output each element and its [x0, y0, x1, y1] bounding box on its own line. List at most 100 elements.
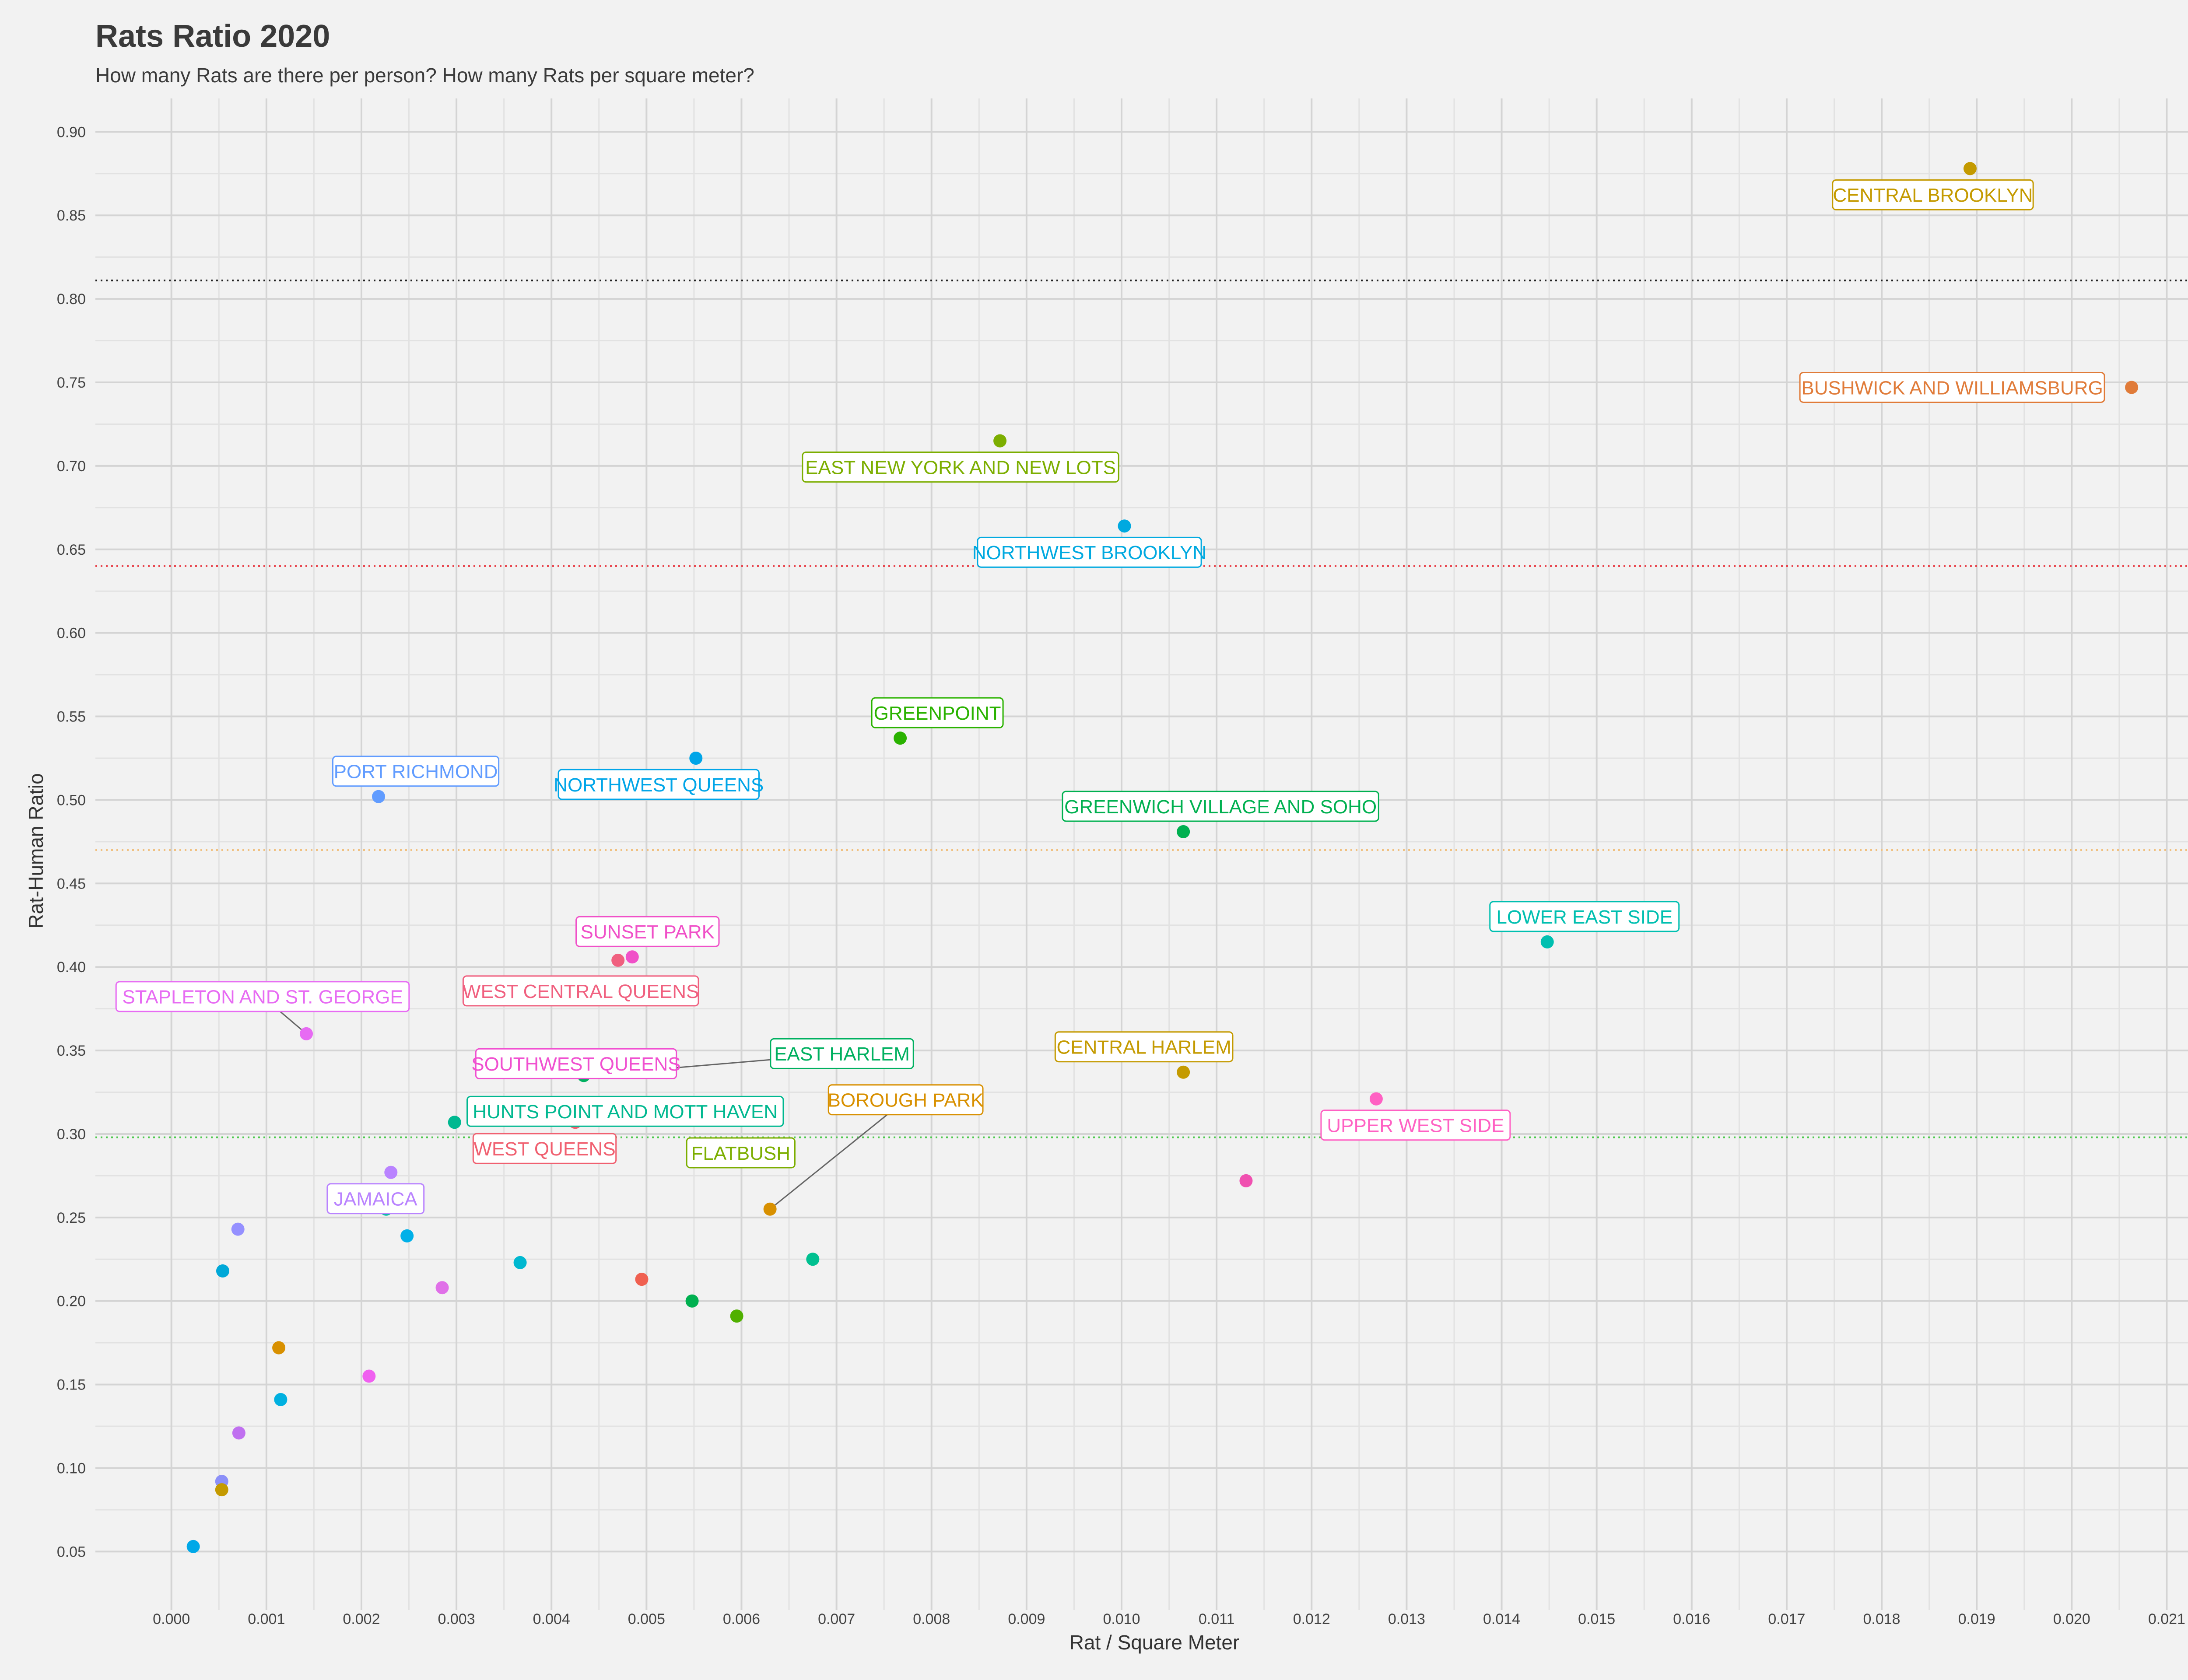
point-label: SOUTHWEST QUEENS [471, 1048, 681, 1079]
scatter-point [231, 1222, 245, 1236]
x-tick-label: 0.012 [1293, 1611, 1330, 1628]
scatter-point [993, 434, 1007, 448]
point-label: CENTRAL HARLEM [1054, 1031, 1234, 1063]
x-tick-label: 0.008 [913, 1611, 950, 1628]
x-tick-label: 0.010 [1103, 1611, 1140, 1628]
scatter-point [274, 1393, 288, 1406]
point-label-text: STAPLETON AND ST. GEORGE [122, 987, 403, 1008]
point-label-box [770, 1038, 914, 1069]
point-label-box [115, 981, 410, 1012]
x-tick-label: 0.013 [1388, 1611, 1425, 1628]
x-tick-label: 0.007 [818, 1611, 855, 1628]
point-label-text: BUSHWICK AND WILLIAMSBURG [1801, 377, 2103, 399]
x-tick-label: 0.003 [438, 1611, 475, 1628]
point-label-box [1062, 791, 1379, 822]
y-tick-label: 0.35 [57, 1043, 86, 1059]
scatter-point [435, 1281, 449, 1295]
point-label: WEST CENTRAL QUEENS [462, 975, 699, 1007]
y-tick-label: 0.25 [57, 1210, 86, 1226]
scatter-point [689, 751, 703, 765]
scatter-point [1540, 935, 1554, 948]
point-label-box [1054, 1031, 1234, 1063]
y-tick-label: 0.30 [57, 1126, 86, 1143]
scatter-point [372, 790, 386, 803]
point-label-text: UPPER WEST SIDE [1327, 1115, 1504, 1137]
point-label-text: CENTRAL HARLEM [1056, 1037, 1231, 1058]
y-tick-label: 0.40 [57, 959, 86, 976]
point-label: GREENWICH VILLAGE AND SOHO [1062, 791, 1379, 822]
x-tick-label: 0.001 [248, 1611, 285, 1628]
y-tick-label: 0.75 [57, 374, 86, 391]
point-label-text: FLATBUSH [691, 1143, 790, 1164]
x-tick-label: 0.020 [2053, 1611, 2090, 1628]
y-tick-label: 0.65 [57, 542, 86, 558]
chart-subtitle: How many Rats are there per person? How … [95, 64, 754, 87]
point-label-text: PORT RICHMOND [334, 761, 498, 783]
point-label: JAMAICA [326, 1183, 425, 1214]
x-tick-label: 0.006 [723, 1611, 760, 1628]
x-tick-label: 0.019 [1958, 1611, 1995, 1628]
x-tick-label: 0.009 [1008, 1611, 1045, 1628]
point-labels: CENTRAL BROOKLYN BUSHWICK AND WILLIAMSBUR… [115, 179, 2105, 1214]
point-label-text: CENTRAL BROOKLYN [1833, 185, 2033, 206]
y-tick-label: 0.45 [57, 875, 86, 892]
scatter-point [894, 732, 907, 745]
point-label: HUNTS POINT AND MOTT HAVEN [466, 1096, 784, 1127]
scatter-point [362, 1369, 376, 1383]
y-tick-label: 0.05 [57, 1544, 86, 1560]
x-tick-label: 0.017 [1768, 1611, 1805, 1628]
y-axis-title: Rat-Human Ratio [25, 773, 47, 928]
y-tick-label: 0.85 [57, 207, 86, 224]
point-label-box [1799, 371, 2105, 403]
y-tick-label: 0.10 [57, 1460, 86, 1477]
scatter-point [1963, 162, 1977, 175]
scatter-point [272, 1341, 286, 1354]
scatter-point [400, 1229, 414, 1242]
point-label-box [326, 1183, 425, 1214]
y-tick-label: 0.60 [57, 625, 86, 642]
x-tick-label: 0.004 [533, 1611, 570, 1628]
label-leader [769, 1099, 906, 1210]
scatter-point [806, 1253, 820, 1266]
grid-lines [95, 98, 2188, 1610]
scatter-point [635, 1273, 649, 1286]
x-tick-label: 0.021 [2148, 1611, 2185, 1628]
y-tick-label: 0.15 [57, 1377, 86, 1393]
axis-ticks: 0.000 0.001 0.002 0.003 0.004 0.005 0.006 0.007… [57, 124, 2185, 1628]
scatter-point [611, 953, 625, 967]
point-label: NORTHWEST BROOKLYN [972, 536, 1206, 568]
point-label-text: WEST CENTRAL QUEENS [463, 981, 699, 1002]
y-tick-label: 0.80 [57, 291, 86, 308]
point-label: WEST QUEENS [472, 1133, 617, 1164]
point-label: UPPER WEST SIDE [1320, 1110, 1511, 1141]
scatter-point [300, 1027, 313, 1040]
data-points [186, 162, 2139, 1553]
scatter-point [625, 950, 639, 964]
point-label-text: NORTHWEST QUEENS [554, 774, 764, 796]
x-tick-label: 0.011 [1199, 1611, 1235, 1628]
point-label-box [475, 1048, 677, 1079]
point-label-text: WEST QUEENS [473, 1138, 615, 1160]
point-label-box [977, 536, 1202, 568]
reference-lines [95, 280, 2188, 1138]
scatter-point [730, 1309, 743, 1323]
x-tick-label: 0.014 [1483, 1611, 1520, 1628]
x-tick-label: 0.018 [1863, 1611, 1900, 1628]
scatter-point [1239, 1174, 1253, 1187]
point-label: SUNSET PARK [575, 916, 720, 947]
point-label-box [828, 1084, 984, 1116]
scatter-point [1177, 1065, 1190, 1079]
point-label-text: LOWER EAST SIDE [1496, 906, 1673, 928]
point-label-text: JAMAICA [334, 1189, 417, 1210]
scatter-point [216, 1264, 229, 1278]
point-label-box [871, 697, 1004, 728]
x-tick-label: 0.002 [343, 1611, 380, 1628]
y-tick-label: 0.70 [57, 458, 86, 475]
chart-title: Rats Ratio 2020 [95, 19, 330, 54]
scatter-point [1369, 1092, 1383, 1106]
point-label-box [802, 452, 1119, 483]
point-label-text: GREENPOINT [874, 703, 1001, 724]
scatter-point [215, 1483, 228, 1497]
point-label: PORT RICHMOND [332, 756, 500, 787]
point-label-box [558, 769, 760, 800]
